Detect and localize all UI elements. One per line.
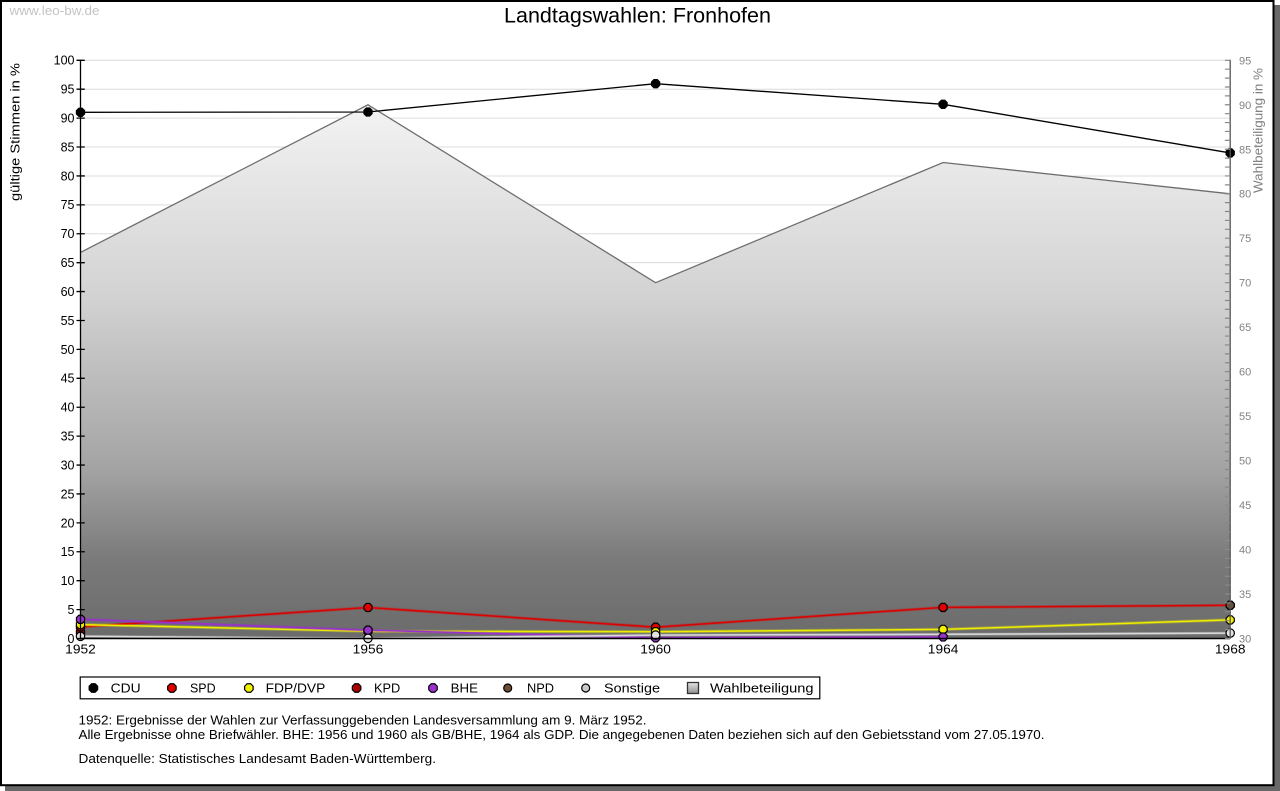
- svg-text:FDP/DVP: FDP/DVP: [266, 681, 326, 696]
- svg-text:0: 0: [68, 632, 75, 646]
- svg-text:Landtagswahlen: Fronhofen: Landtagswahlen: Fronhofen: [504, 3, 771, 27]
- svg-text:55: 55: [61, 314, 75, 328]
- svg-text:1952: Ergebnisse der Wahlen zu: 1952: Ergebnisse der Wahlen zur Verfassu…: [79, 713, 647, 728]
- svg-text:gültige Stimmen in %: gültige Stimmen in %: [8, 63, 23, 201]
- svg-text:45: 45: [61, 372, 75, 386]
- svg-text:100: 100: [54, 54, 75, 68]
- svg-text:BHE: BHE: [451, 681, 479, 696]
- svg-text:65: 65: [61, 256, 75, 270]
- svg-text:55: 55: [1239, 411, 1251, 423]
- svg-text:95: 95: [1239, 55, 1251, 67]
- svg-text:75: 75: [1239, 233, 1251, 245]
- svg-text:30: 30: [61, 458, 75, 472]
- svg-text:60: 60: [61, 285, 75, 299]
- svg-text:80: 80: [61, 169, 75, 183]
- svg-text:1956: 1956: [353, 642, 384, 657]
- svg-text:15: 15: [61, 545, 75, 559]
- svg-text:1964: 1964: [928, 642, 959, 657]
- svg-text:5: 5: [68, 603, 75, 617]
- svg-text:10: 10: [61, 574, 75, 588]
- svg-text:35: 35: [1239, 589, 1251, 601]
- svg-text:70: 70: [61, 227, 75, 241]
- svg-text:25: 25: [61, 487, 75, 501]
- svg-text:85: 85: [61, 140, 75, 154]
- svg-text:90: 90: [1239, 100, 1251, 112]
- svg-text:Sonstige: Sonstige: [604, 681, 660, 696]
- svg-text:Alle Ergebnisse ohne Briefwähl: Alle Ergebnisse ohne Briefwähler. BHE: 1…: [79, 727, 1045, 742]
- svg-text:35: 35: [61, 430, 75, 444]
- svg-text:70: 70: [1239, 278, 1251, 290]
- svg-text:95: 95: [61, 83, 75, 97]
- svg-text:85: 85: [1239, 144, 1251, 156]
- svg-text:1968: 1968: [1215, 642, 1246, 657]
- svg-text:NPD: NPD: [527, 681, 554, 696]
- svg-text:Wahlbeteiligung: Wahlbeteiligung: [710, 681, 814, 696]
- svg-text:SPD: SPD: [190, 681, 216, 696]
- svg-text:65: 65: [1239, 322, 1251, 334]
- svg-text:30: 30: [1239, 634, 1251, 646]
- svg-text:20: 20: [61, 516, 75, 530]
- svg-text:40: 40: [61, 401, 75, 415]
- svg-text:75: 75: [61, 198, 75, 212]
- svg-text:90: 90: [61, 112, 75, 126]
- svg-text:Wahlbeteiligung in %: Wahlbeteiligung in %: [1251, 68, 1266, 193]
- svg-text:1952: 1952: [65, 642, 96, 657]
- svg-text:1960: 1960: [640, 642, 671, 657]
- svg-text:40: 40: [1239, 545, 1251, 557]
- svg-text:50: 50: [1239, 456, 1251, 468]
- svg-text:www.leo-bw.de: www.leo-bw.de: [8, 4, 99, 18]
- svg-text:CDU: CDU: [111, 681, 141, 696]
- svg-text:80: 80: [1239, 189, 1251, 201]
- svg-text:KPD: KPD: [374, 681, 400, 696]
- svg-text:50: 50: [61, 343, 75, 357]
- svg-text:45: 45: [1239, 500, 1251, 512]
- svg-text:60: 60: [1239, 367, 1251, 379]
- svg-text:Datenquelle: Statistisches Lan: Datenquelle: Statistisches Landesamt Bad…: [79, 751, 437, 766]
